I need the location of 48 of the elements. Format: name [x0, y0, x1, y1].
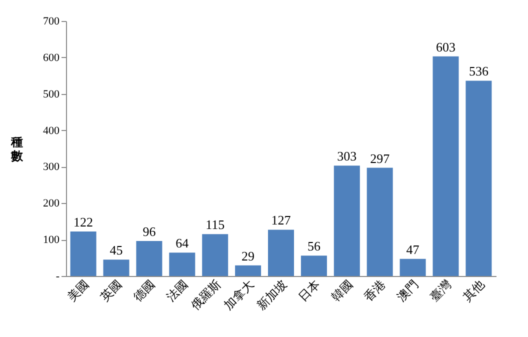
y-tick-label: 600	[43, 52, 60, 64]
y-tick-label: 700	[43, 16, 60, 28]
data-label: 297	[370, 150, 390, 166]
x-tick-label: 澳門	[394, 277, 422, 304]
bar	[202, 234, 228, 276]
x-tick-label: 英國	[98, 277, 125, 304]
data-label: 47	[406, 242, 420, 257]
x-tick-label: 美國	[64, 277, 92, 304]
bar	[103, 260, 130, 276]
y-axis-title: 種數	[10, 135, 24, 163]
data-label: 96	[142, 224, 156, 240]
x-tick-label: 香港	[361, 277, 388, 304]
x-tick-label: 韓國	[328, 277, 356, 304]
y-tick-label: 200	[43, 198, 60, 210]
data-label: 64	[176, 236, 190, 251]
y-tick-label: 400	[43, 124, 60, 137]
x-tick-label: 日本	[296, 277, 322, 304]
x-tick-label: 法國	[164, 277, 191, 304]
bar	[235, 265, 262, 276]
x-tick-label: 新加坡	[254, 277, 290, 312]
data-label: 56	[307, 238, 321, 254]
bar	[136, 241, 162, 276]
y-tick-label: 100	[43, 234, 60, 246]
data-label: 115	[206, 217, 225, 232]
x-tick-label: 加拿大	[221, 277, 257, 312]
y-tick-label: 500	[43, 88, 60, 100]
data-label: 29	[242, 248, 255, 264]
x-tick-label: 臺灣	[427, 277, 454, 304]
data-label: 603	[436, 39, 456, 54]
bar	[334, 166, 360, 276]
x-tick-label: 俄羅斯	[188, 277, 224, 312]
bar	[400, 258, 426, 276]
bar	[432, 56, 459, 276]
data-label: 536	[468, 64, 489, 79]
bar	[366, 168, 393, 276]
x-tick-label: 德國	[130, 277, 158, 304]
bar	[169, 252, 196, 276]
bar	[300, 256, 327, 276]
data-label: 45	[110, 242, 123, 258]
y-tick-label: 300	[43, 161, 60, 174]
bar	[70, 232, 96, 276]
bar	[268, 230, 294, 276]
data-label: 303	[337, 148, 357, 164]
data-label: 122	[74, 214, 94, 230]
data-label: 127	[271, 212, 292, 228]
x-tick-label: 其他	[460, 277, 488, 304]
bar	[466, 80, 492, 276]
y-tick-label: -	[56, 270, 60, 282]
